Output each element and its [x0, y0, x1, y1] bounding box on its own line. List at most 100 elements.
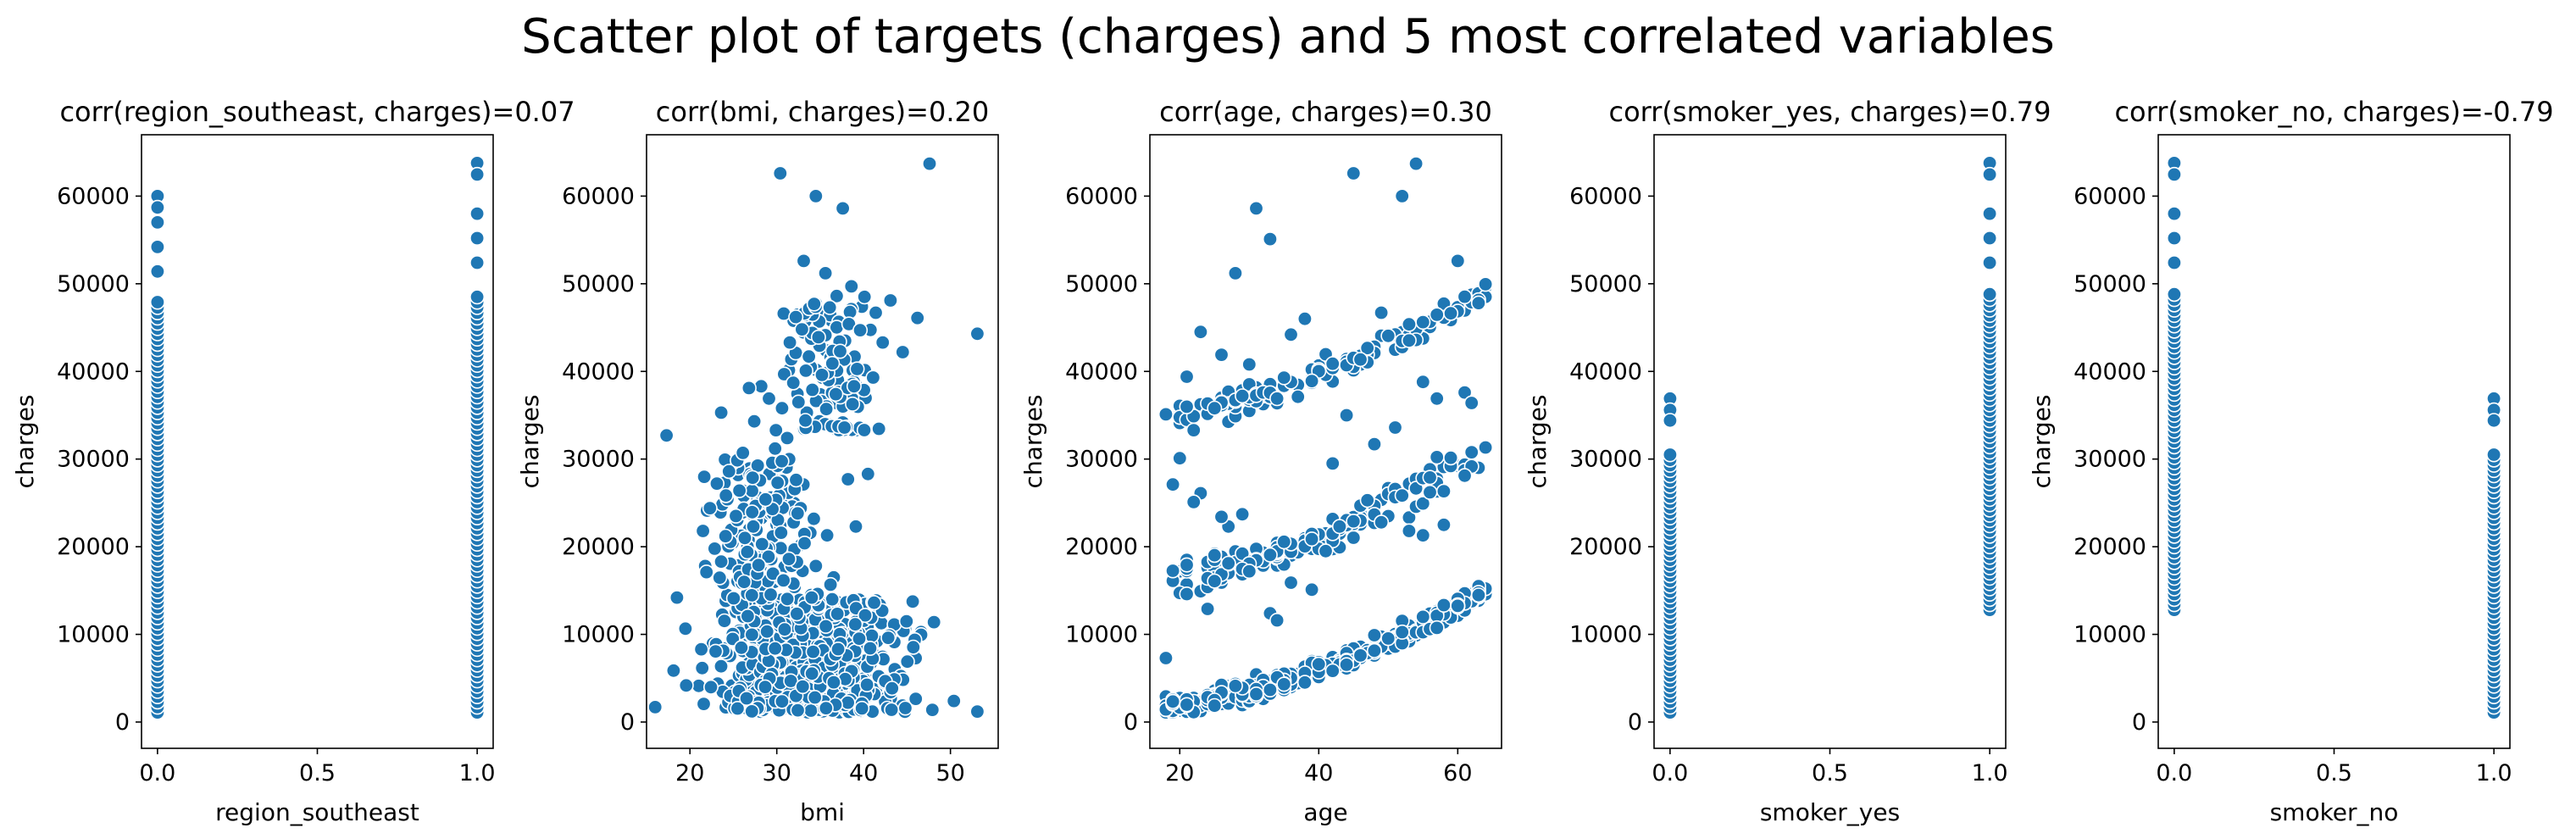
data-point [1394, 624, 1410, 640]
data-point [969, 703, 985, 720]
data-point [825, 675, 841, 691]
data-point [744, 483, 760, 499]
data-point [1401, 316, 1417, 332]
y-tick-label: 40000 [562, 358, 635, 385]
data-point [1207, 547, 1223, 564]
data-point [871, 420, 887, 436]
data-point [791, 394, 807, 410]
data-point [1359, 340, 1375, 356]
data-point [884, 681, 900, 697]
data-point [1982, 230, 1998, 246]
data-point [857, 289, 873, 305]
data-point [736, 574, 752, 590]
data-point [758, 492, 774, 508]
data-point [1435, 517, 1452, 533]
data-point [718, 528, 734, 544]
data-point [849, 361, 865, 377]
data-point [1179, 369, 1195, 385]
data-point [1200, 601, 1216, 617]
data-point [790, 505, 806, 521]
data-point [1422, 484, 1438, 500]
data-point [926, 614, 942, 631]
data-point [697, 469, 713, 485]
y-tick-label: 0 [115, 709, 130, 736]
data-point [779, 430, 795, 446]
data-point [788, 472, 804, 488]
scatter-panel-5: 0 10000 20000 30000 40000 50000 60000 0.0 0.5 1.0… [2028, 96, 2554, 826]
data-point [1457, 289, 1473, 305]
data-point [1185, 494, 1202, 510]
data-point [776, 366, 792, 382]
data-point [1457, 385, 1473, 401]
y-tick-label: 30000 [57, 447, 130, 473]
data-point [808, 188, 824, 204]
data-point [1220, 555, 1236, 571]
data-point [1380, 328, 1396, 344]
data-point [1276, 534, 1292, 550]
data-point [1457, 468, 1473, 484]
data-point [796, 253, 812, 269]
data-point [782, 335, 798, 351]
data-point [1213, 347, 1230, 363]
data-point [794, 321, 810, 337]
data-point [773, 525, 789, 541]
scatter-panel-2: 0 10000 20000 30000 40000 50000 60000 20 30 40 50 b… [516, 96, 999, 826]
data-point [739, 544, 755, 560]
data-point [774, 453, 790, 470]
data-point [1429, 391, 1445, 407]
data-point [860, 466, 876, 482]
data-point [744, 626, 760, 642]
data-point [847, 616, 863, 632]
data-point [1296, 675, 1313, 691]
data-point [1415, 608, 1431, 625]
data-point [1269, 612, 1285, 628]
x-axis-label: smoker_no [2270, 798, 2399, 826]
data-point [824, 355, 841, 371]
data-point [713, 658, 729, 675]
x-axis-label: bmi [800, 798, 845, 826]
data-point [1366, 642, 1382, 658]
scatter-panel-1: 0 10000 20000 30000 40000 50000 60000 0.0 0.5 1.0… [11, 96, 575, 826]
data-point [759, 624, 775, 640]
data-point [830, 606, 846, 622]
data-point [805, 644, 821, 660]
data-point [874, 335, 891, 351]
y-tick-label: 60000 [1569, 183, 1642, 209]
y-tick-label: 40000 [57, 358, 130, 385]
data-point [2166, 166, 2182, 182]
data-point [1304, 581, 1320, 597]
data-point [835, 200, 851, 216]
y-tick-label: 30000 [2074, 447, 2146, 473]
data-point [469, 206, 486, 222]
y-tick-label: 20000 [2074, 534, 2146, 560]
scatter-panel-3: 0 10000 20000 30000 40000 50000 60000 20 40 60 age… [1019, 96, 1502, 826]
x-tick-label: 0.5 [299, 760, 336, 786]
data-point [1324, 356, 1341, 372]
data-point [810, 329, 826, 345]
data-point [757, 679, 773, 695]
data-point [469, 289, 486, 305]
data-point [721, 464, 737, 480]
data-point [895, 344, 911, 360]
data-point [1346, 165, 1362, 181]
panel-title: corr(region_southeast, charges)=0.07 [59, 96, 575, 128]
data-point [857, 608, 873, 624]
data-point [2166, 230, 2182, 246]
data-point [1387, 420, 1403, 436]
x-axis-label: smoker_yes [1760, 798, 1900, 826]
data-point [789, 606, 805, 622]
data-point [1179, 697, 1195, 713]
data-point [832, 343, 848, 359]
data-point [747, 414, 763, 430]
y-tick-label: 0 [620, 709, 635, 736]
data-point [822, 299, 838, 315]
data-point [1374, 304, 1390, 320]
x-tick-label: 0.0 [1652, 760, 1688, 786]
data-point [846, 378, 862, 394]
y-axis-label: charges [11, 395, 39, 489]
data-point [774, 400, 790, 416]
data-point [1429, 449, 1445, 465]
data-point [843, 278, 859, 294]
data-point [1443, 450, 1459, 466]
data-point [1318, 543, 1334, 559]
